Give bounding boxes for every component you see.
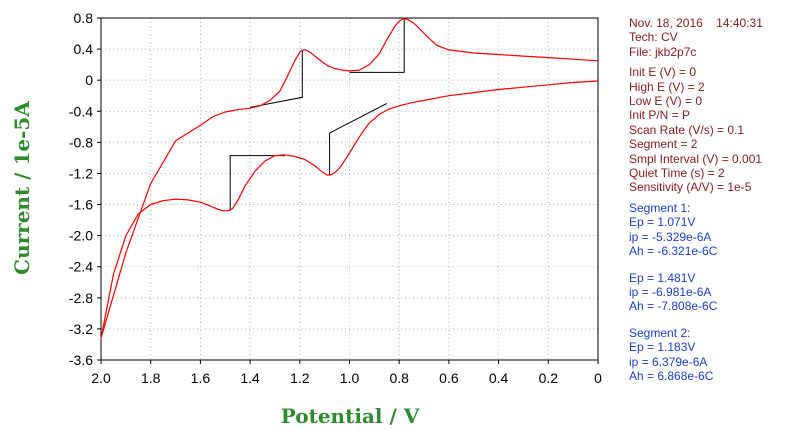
x-tick-label: 1.8 xyxy=(141,370,161,386)
y-tick-label: 0 xyxy=(85,72,93,88)
param-line: Sensitivity (A/V) = 1e-5 xyxy=(629,180,752,195)
y-tick-label: 0.8 xyxy=(74,10,94,26)
param-line: Segment = 2 xyxy=(629,137,698,152)
y-axis-title: Current / 1e-5A xyxy=(10,101,34,275)
peak-result-line: ip = 6.379e-6A xyxy=(629,354,708,369)
param-line: High E (V) = 2 xyxy=(629,79,705,94)
peak-baseline xyxy=(329,103,388,175)
x-tick-label: 2.0 xyxy=(91,370,111,386)
tech-text: Tech: CV xyxy=(629,30,678,45)
peak-baseline xyxy=(250,50,303,108)
param-line: Init P/N = P xyxy=(629,108,691,123)
peak-result-line: Ah = 6.868e-6C xyxy=(629,368,714,383)
peak-result-line: Ah = -6.321e-6C xyxy=(629,244,718,259)
x-axis-title: Potential / V xyxy=(280,404,420,428)
x-tick-label: 1.6 xyxy=(191,370,211,386)
file-text: File: jkb2p7c xyxy=(629,44,697,59)
date-text: Nov. 18, 2016 xyxy=(629,16,703,30)
peak-result-line: ip = -5.329e-6A xyxy=(629,229,712,244)
x-tick-label: 1.2 xyxy=(290,370,310,386)
y-tick-label: -2.8 xyxy=(69,290,93,306)
peak-baseline xyxy=(349,18,405,73)
x-tick-label: 0.6 xyxy=(439,370,459,386)
param-line: Low E (V) = 0 xyxy=(629,94,703,109)
y-tick-label: -3.2 xyxy=(69,321,93,337)
info-panel: Nov. 18, 2016 14:40:31 Tech: CV File: jk… xyxy=(629,16,789,383)
y-tick-label: -3.6 xyxy=(69,352,93,368)
x-tick-label: 0 xyxy=(594,370,602,386)
plot-frame xyxy=(100,17,599,361)
segment-2-title: Segment 2: xyxy=(629,325,691,340)
param-line: Init E (V) = 0 xyxy=(629,65,697,80)
y-tick-label: -1.2 xyxy=(69,165,93,181)
x-tick-label: 1.4 xyxy=(240,370,260,386)
y-tick-label: -0.4 xyxy=(69,103,93,119)
cv-curve xyxy=(100,18,599,339)
x-tick-label: 1.0 xyxy=(340,370,360,386)
peak-result-line: Ep = 1.183V xyxy=(629,340,696,355)
param-line: Smpl Interval (V) = 0.001 xyxy=(629,151,763,166)
y-tick-label: -2.4 xyxy=(69,259,93,275)
peak-result-line: Ep = 1.071V xyxy=(629,215,696,230)
peak-result-line: Ep = 1.481V xyxy=(629,270,696,285)
peak-baseline xyxy=(229,155,285,211)
peak-result-line: ip = -6.981e-6A xyxy=(629,284,712,299)
segment-1-title: Segment 1: xyxy=(629,200,691,215)
param-line: Quiet Time (s) = 2 xyxy=(629,166,725,181)
y-tick-label: 0.4 xyxy=(74,41,94,57)
y-tick-label: -0.8 xyxy=(69,134,93,150)
x-tick-label: 0.4 xyxy=(489,370,509,386)
x-tick-label: 0.2 xyxy=(539,370,559,386)
date-time-line: Nov. 18, 2016 14:40:31 xyxy=(629,16,789,30)
param-line: Scan Rate (V/s) = 0.1 xyxy=(629,122,745,137)
y-axis-title-wrap: Current / 1e-5A xyxy=(0,0,40,370)
y-tick-label: -2.0 xyxy=(69,228,93,244)
x-tick-label: 0.8 xyxy=(389,370,409,386)
time-text: 14:40:31 xyxy=(716,16,763,30)
peak-result-line: Ah = -7.808e-6C xyxy=(629,299,718,314)
y-tick-label: -1.6 xyxy=(69,197,93,213)
